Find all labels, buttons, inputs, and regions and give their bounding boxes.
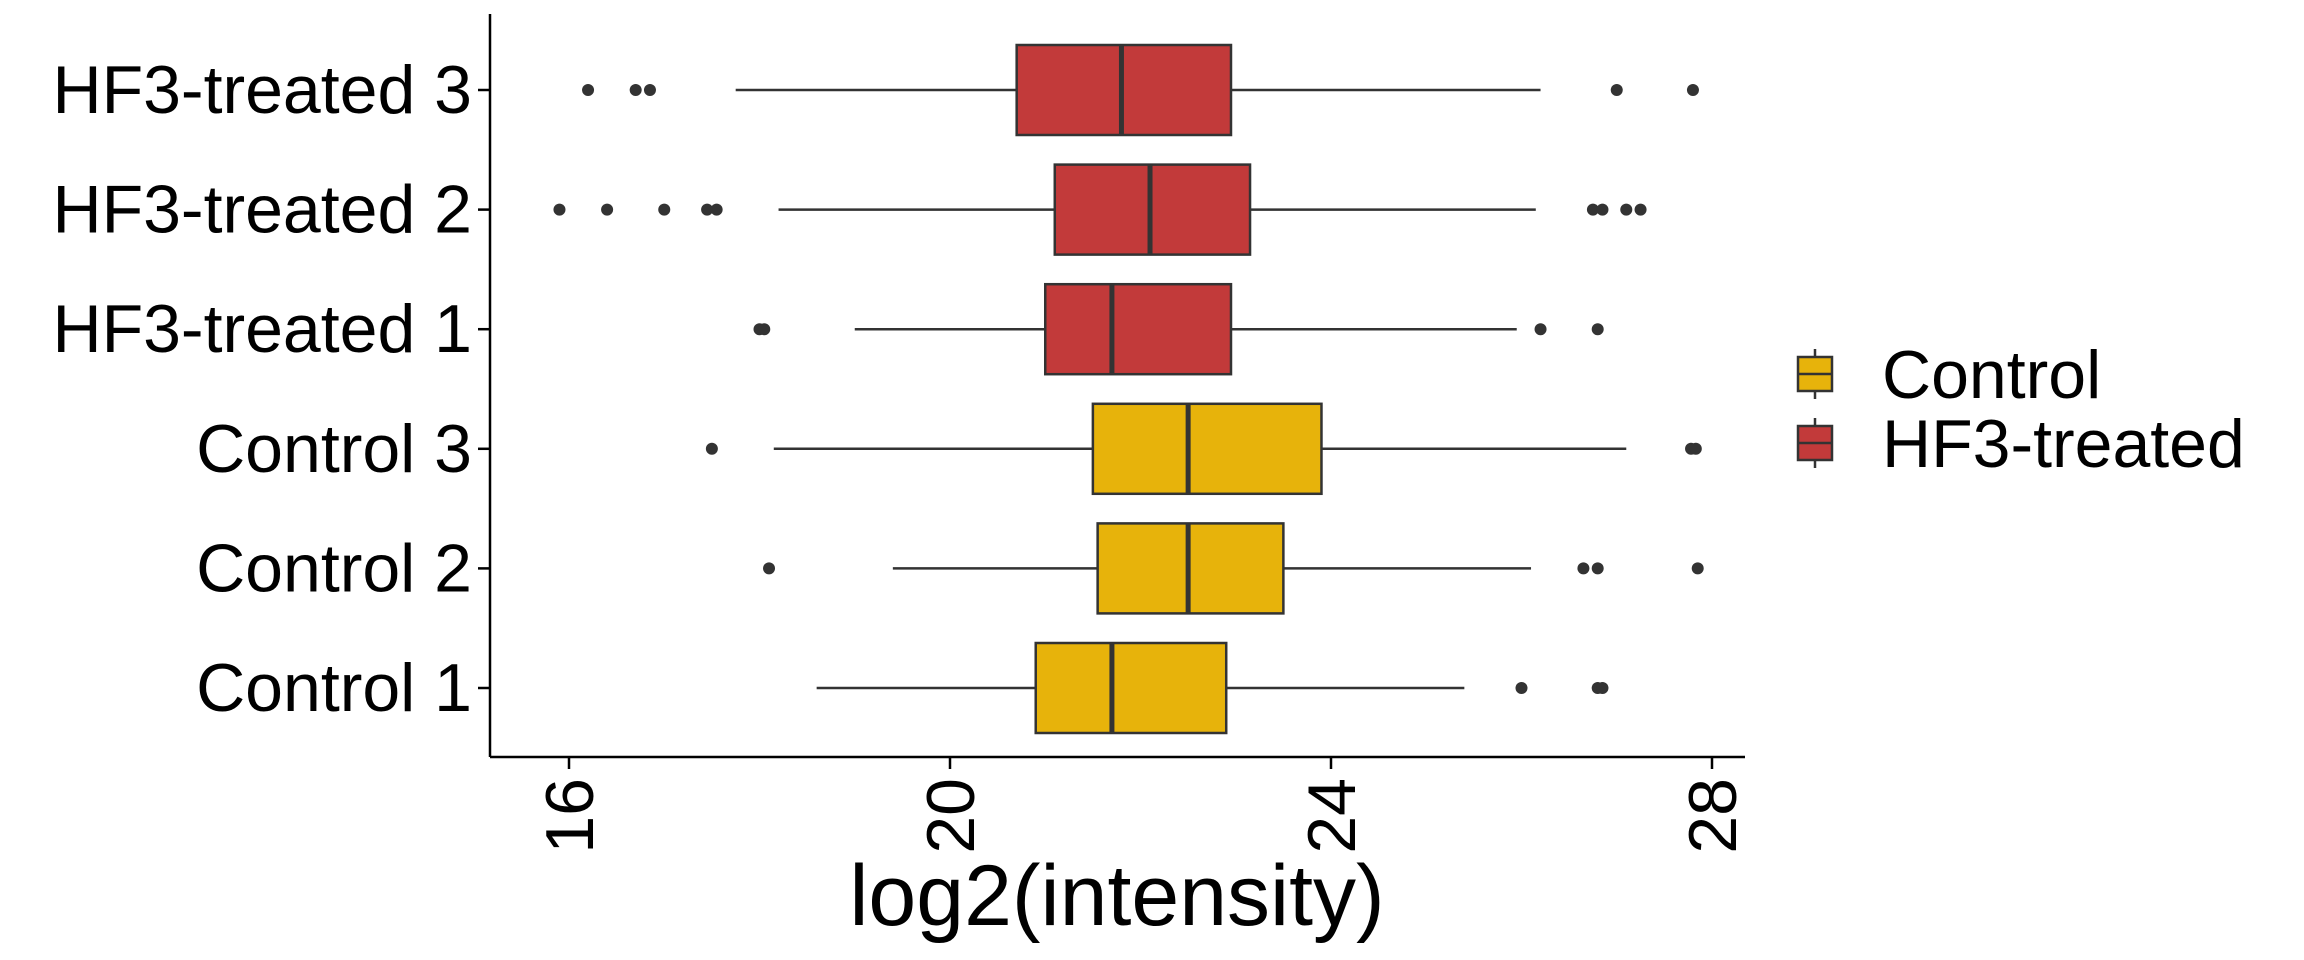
outlier-point <box>553 203 566 216</box>
outlier-point <box>1515 682 1528 694</box>
y-tick-label: Control 2 <box>196 530 472 606</box>
outlier-point <box>601 203 614 216</box>
outlier-point <box>1591 323 1604 336</box>
box <box>1034 641 1228 735</box>
y-tick-label: HF3-treated 3 <box>52 52 472 128</box>
axes <box>488 14 1745 759</box>
outlier-point <box>1691 562 1704 575</box>
legend-label: HF3-treated <box>1882 406 2245 482</box>
outlier-point <box>763 562 776 575</box>
y-tick-label: HF3-treated 2 <box>52 172 472 248</box>
outlier-point <box>1620 203 1633 216</box>
y-tick-label: Control 1 <box>196 650 472 726</box>
legend-item: Control <box>1796 337 2101 413</box>
outlier-point <box>1586 203 1599 216</box>
outlier-point <box>1596 203 1609 216</box>
outlier-point <box>1534 323 1547 336</box>
box-group <box>763 522 1704 615</box>
outlier-point <box>1634 203 1647 216</box>
box-group <box>553 163 1647 256</box>
y-tick-label: HF3-treated 1 <box>52 291 472 367</box>
legend-label: Control <box>1882 337 2101 413</box>
outlier-point <box>1686 84 1699 96</box>
box-group <box>816 641 1609 735</box>
outlier-point <box>1610 84 1623 96</box>
x-tick-label: 20 <box>913 778 989 854</box>
outlier-point <box>658 203 671 216</box>
box <box>1044 282 1233 376</box>
outlier-point <box>1689 442 1702 455</box>
y-axis-ticks: Control 1 Control 2 Control 3 HF3-treated 1… <box>52 52 490 726</box>
outlier-point <box>710 203 723 216</box>
x-axis-title: log2(intensity) <box>849 848 1384 944</box>
x-axis-ticks: 16 20 24 28 <box>532 757 1751 854</box>
plot-area <box>553 43 1704 735</box>
outlier-point <box>1596 682 1609 694</box>
x-tick-label: 16 <box>532 778 608 854</box>
x-tick-label: 24 <box>1294 778 1370 854</box>
box-group <box>753 282 1604 376</box>
y-tick-label: Control 3 <box>196 411 472 487</box>
box-group <box>705 402 1702 496</box>
outlier-point <box>705 442 718 455</box>
outlier-point <box>1577 562 1590 575</box>
x-tick-label: 28 <box>1675 778 1751 854</box>
box <box>1091 402 1323 496</box>
legend-item: HF3-treated <box>1796 406 2245 482</box>
outlier-point <box>758 323 771 336</box>
outlier-point <box>1591 562 1604 575</box>
outlier-point <box>701 203 714 216</box>
outlier-point <box>629 84 642 96</box>
box-group <box>582 43 1699 137</box>
outlier-point <box>582 84 595 96</box>
outlier-point <box>643 84 656 96</box>
